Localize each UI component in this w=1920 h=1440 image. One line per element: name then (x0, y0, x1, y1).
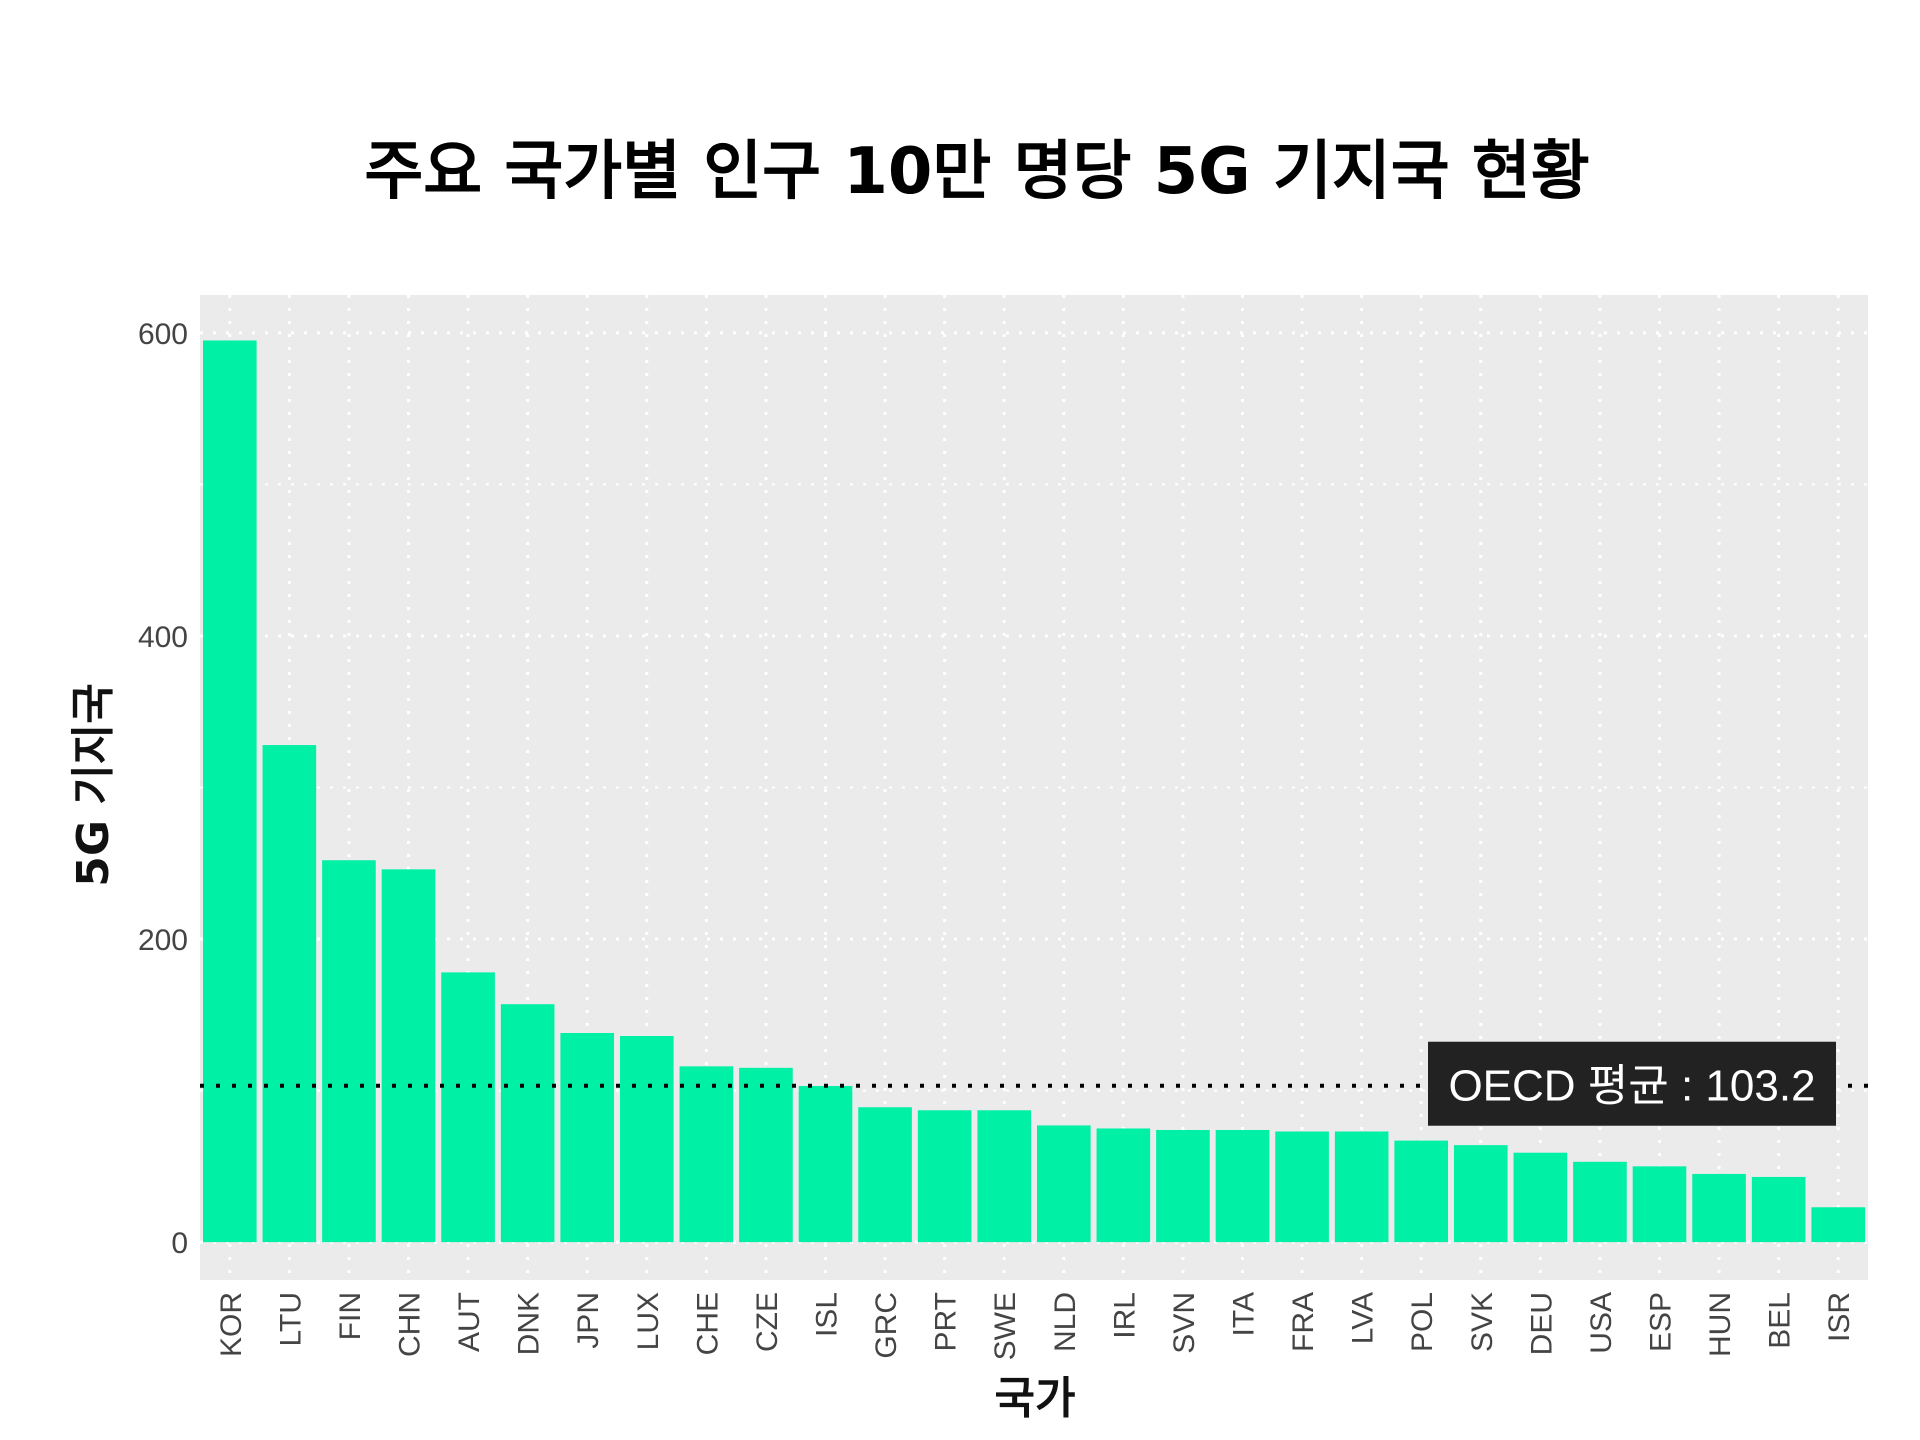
x-tick-label-bel: BEL (1764, 1292, 1797, 1349)
bar-lux (619, 1036, 674, 1243)
bar-ita (1215, 1129, 1270, 1243)
bar-deu (1513, 1152, 1568, 1243)
x-tick-label-irl: IRL (1108, 1292, 1141, 1339)
y-axis-ticks: 0 200 400 600 (138, 318, 188, 1260)
bar-ltu (262, 745, 317, 1243)
y-tick-label: 200 (138, 924, 188, 957)
bar-aut (441, 972, 495, 1243)
bar-cze (739, 1067, 793, 1243)
bar-isl (798, 1086, 853, 1243)
bar-svk (1453, 1145, 1508, 1243)
bar-chn (381, 869, 436, 1243)
x-tick-label-jpn: JPN (572, 1292, 605, 1349)
x-tick-label-nld: NLD (1049, 1292, 1082, 1352)
bar-fra (1275, 1131, 1329, 1243)
oecd-average-label: OECD 평균 : 103.2 (1448, 1062, 1815, 1111)
x-tick-label-ltu: LTU (274, 1292, 307, 1346)
x-tick-label-isl: ISL (811, 1292, 844, 1337)
y-tick-label: 400 (138, 621, 188, 654)
bar-prt (917, 1110, 972, 1243)
x-tick-label-lux: LUX (632, 1292, 665, 1350)
x-tick-label-chn: CHN (394, 1292, 427, 1357)
bar-esp (1632, 1166, 1687, 1243)
x-tick-label-svn: SVN (1168, 1292, 1201, 1354)
y-tick-label: 600 (138, 318, 188, 351)
x-tick-label-grc: GRC (870, 1292, 903, 1359)
x-tick-label-fin: FIN (334, 1292, 367, 1340)
y-axis-title: 5G 기지국 (68, 683, 119, 887)
x-tick-label-cze: CZE (751, 1292, 784, 1352)
x-axis-ticks: KOR LTU FIN CHN AUT DNK JPN LUX CHE CZE ISL GRC PRT S… (215, 1292, 1856, 1360)
bar-irl (1096, 1128, 1151, 1243)
bar-svn (1156, 1129, 1210, 1243)
bar-usa (1573, 1161, 1627, 1243)
x-tick-label-swe: SWE (989, 1292, 1022, 1360)
x-tick-label-isr: ISR (1823, 1292, 1856, 1342)
bar-kor (202, 340, 257, 1243)
bar-pol (1394, 1140, 1449, 1243)
bar-isr (1811, 1207, 1866, 1243)
x-tick-label-deu: DEU (1525, 1292, 1558, 1355)
x-axis-title: 국가 (995, 1373, 1076, 1424)
bar-grc (858, 1107, 912, 1243)
x-tick-label-hun: HUN (1704, 1292, 1737, 1357)
x-tick-label-aut: AUT (453, 1292, 486, 1352)
x-tick-label-lva: LVA (1347, 1292, 1380, 1344)
x-tick-label-fra: FRA (1287, 1292, 1320, 1352)
x-tick-label-pol: POL (1406, 1292, 1439, 1352)
x-tick-label-ita: ITA (1228, 1292, 1261, 1336)
x-tick-label-dnk: DNK (513, 1292, 546, 1355)
x-tick-label-prt: PRT (930, 1292, 963, 1351)
x-tick-label-svk: SVK (1466, 1292, 1499, 1352)
bars-layer (202, 340, 1866, 1243)
chart-title: 주요 국가별 인구 10만 명당 5G 기지국 현황 (364, 135, 1589, 209)
bar-lva (1334, 1131, 1389, 1243)
bar-bel (1751, 1176, 1806, 1243)
x-tick-label-kor: KOR (215, 1292, 248, 1357)
bar-nld (1036, 1125, 1091, 1243)
x-tick-label-usa: USA (1585, 1292, 1618, 1354)
x-tick-label-che: CHE (691, 1292, 724, 1355)
bar-dnk (500, 1004, 555, 1243)
bar-swe (977, 1110, 1032, 1243)
bar-che (679, 1066, 734, 1243)
y-tick-label: 0 (171, 1227, 188, 1260)
x-tick-label-esp: ESP (1645, 1292, 1678, 1352)
oecd-average-label-box (1428, 1041, 1836, 1126)
bar-jpn (560, 1032, 615, 1243)
bar-fin (322, 860, 376, 1243)
bar-hun (1692, 1173, 1746, 1243)
